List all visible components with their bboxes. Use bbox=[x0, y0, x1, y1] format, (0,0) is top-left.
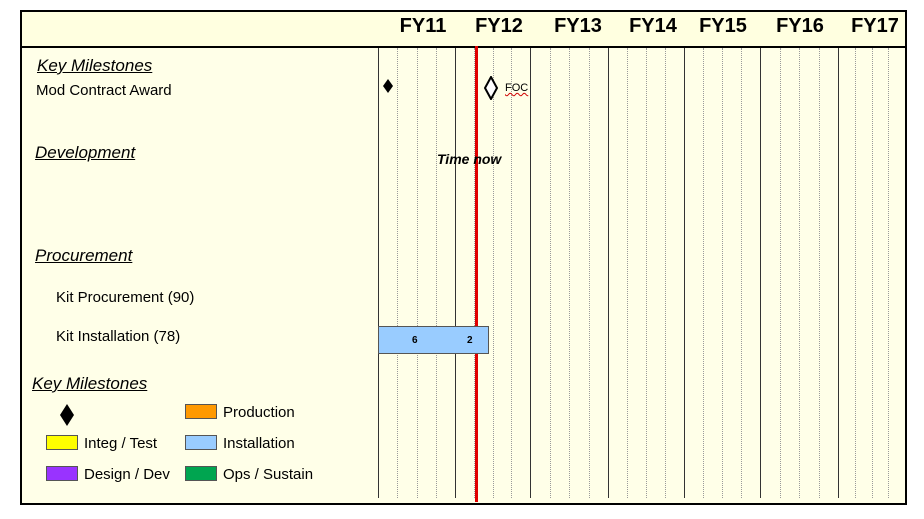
quarter-gridline bbox=[474, 48, 475, 498]
year-boundary-line bbox=[838, 48, 839, 498]
timeline-header bbox=[20, 10, 907, 48]
quarter-gridline bbox=[493, 48, 494, 498]
legend-label-ops-sustain: Ops / Sustain bbox=[223, 466, 314, 483]
row-label-kit-procurement: Kit Procurement (90) bbox=[56, 289, 195, 306]
bar-value-left: 6 bbox=[412, 335, 418, 346]
legend-swatch-production bbox=[185, 404, 217, 419]
legend-milestone-diamond-icon bbox=[60, 404, 74, 426]
legend-swatch-design-dev bbox=[46, 466, 78, 481]
section-key-milestones: Key Milestones bbox=[37, 56, 153, 75]
year-boundary-line bbox=[530, 48, 531, 498]
year-label-fy11: FY11 bbox=[399, 15, 447, 37]
quarter-gridline bbox=[397, 48, 398, 498]
quarter-gridline bbox=[819, 48, 820, 498]
quarter-gridline bbox=[511, 48, 512, 498]
quarter-gridline bbox=[569, 48, 570, 498]
kit-installation-bar: 6 2 bbox=[378, 326, 489, 354]
milestone-filled-diamond-icon bbox=[383, 79, 393, 93]
year-label-fy17: FY17 bbox=[851, 15, 899, 37]
chart-frame bbox=[20, 10, 907, 505]
legend-swatch-ops-sustain bbox=[185, 466, 217, 481]
year-boundary-line bbox=[684, 48, 685, 498]
legend-label-production: Production bbox=[223, 404, 295, 421]
quarter-gridline bbox=[872, 48, 873, 498]
quarter-gridline bbox=[780, 48, 781, 498]
year-label-fy12: FY12 bbox=[475, 15, 523, 37]
quarter-gridline bbox=[888, 48, 889, 498]
row-label-mod-contract-award: Mod Contract Award bbox=[36, 82, 172, 99]
time-now-label: Time now bbox=[437, 151, 502, 167]
bar-value-right: 2 bbox=[467, 335, 473, 346]
quarter-gridline bbox=[436, 48, 437, 498]
legend-swatch-installation bbox=[185, 435, 217, 450]
legend-label-installation: Installation bbox=[223, 435, 295, 452]
quarter-gridline bbox=[627, 48, 628, 498]
year-boundary-line bbox=[378, 48, 379, 498]
year-boundary-line bbox=[455, 48, 456, 498]
quarter-gridline bbox=[722, 48, 723, 498]
section-procurement: Procurement bbox=[35, 246, 133, 265]
quarter-gridline bbox=[417, 48, 418, 498]
year-label-fy16: FY16 bbox=[776, 15, 824, 37]
quarter-gridline bbox=[703, 48, 704, 498]
quarter-gridline bbox=[665, 48, 666, 498]
year-boundary-line bbox=[608, 48, 609, 498]
legend-swatch-integ-test bbox=[46, 435, 78, 450]
section-development: Development bbox=[35, 143, 136, 162]
quarter-gridline bbox=[799, 48, 800, 498]
quarter-gridline bbox=[855, 48, 856, 498]
milestone-foc-diamond-icon bbox=[483, 74, 499, 102]
time-now-line bbox=[475, 46, 478, 502]
quarter-gridline bbox=[589, 48, 590, 498]
row-label-kit-installation: Kit Installation (78) bbox=[56, 328, 181, 345]
quarter-gridline bbox=[550, 48, 551, 498]
year-label-fy13: FY13 bbox=[554, 15, 602, 37]
year-label-fy15: FY15 bbox=[699, 15, 747, 37]
quarter-gridline bbox=[646, 48, 647, 498]
quarter-gridline bbox=[741, 48, 742, 498]
milestone-foc-label: FOC bbox=[505, 82, 529, 94]
year-label-fy14: FY14 bbox=[629, 15, 677, 37]
year-boundary-line bbox=[760, 48, 761, 498]
legend-label-design-dev: Design / Dev bbox=[84, 466, 170, 483]
legend-label-integ-test: Integ / Test bbox=[84, 435, 158, 452]
legend-title: Key Milestones bbox=[32, 374, 148, 393]
